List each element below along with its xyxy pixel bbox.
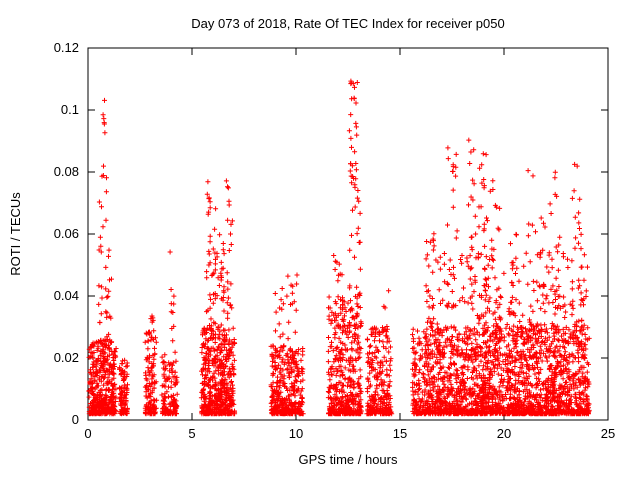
- x-axis-label: GPS time / hours: [299, 452, 398, 467]
- data-points: [86, 78, 592, 417]
- y-tick-label: 0.08: [54, 164, 79, 179]
- x-ticks: 0 5 10 15 20 25: [84, 48, 615, 441]
- y-tick-label: 0.1: [61, 102, 79, 117]
- y-tick-label: 0.12: [54, 40, 79, 55]
- x-tick-label: 10: [289, 426, 303, 441]
- y-ticks: 0 0.02 0.04 0.06 0.08 0.1 0.12: [54, 40, 608, 427]
- x-tick-label: 25: [601, 426, 615, 441]
- x-tick-label: 20: [497, 426, 511, 441]
- x-tick-label: 15: [393, 426, 407, 441]
- y-tick-label: 0.06: [54, 226, 79, 241]
- y-axis-label: ROTI / TECUs: [8, 192, 23, 276]
- x-tick-label: 5: [188, 426, 195, 441]
- y-tick-label: 0.04: [54, 288, 79, 303]
- y-tick-label: 0: [72, 412, 79, 427]
- chart-title: Day 073 of 2018, Rate Of TEC Index for r…: [191, 16, 504, 31]
- y-tick-label: 0.02: [54, 350, 79, 365]
- x-tick-label: 0: [84, 426, 91, 441]
